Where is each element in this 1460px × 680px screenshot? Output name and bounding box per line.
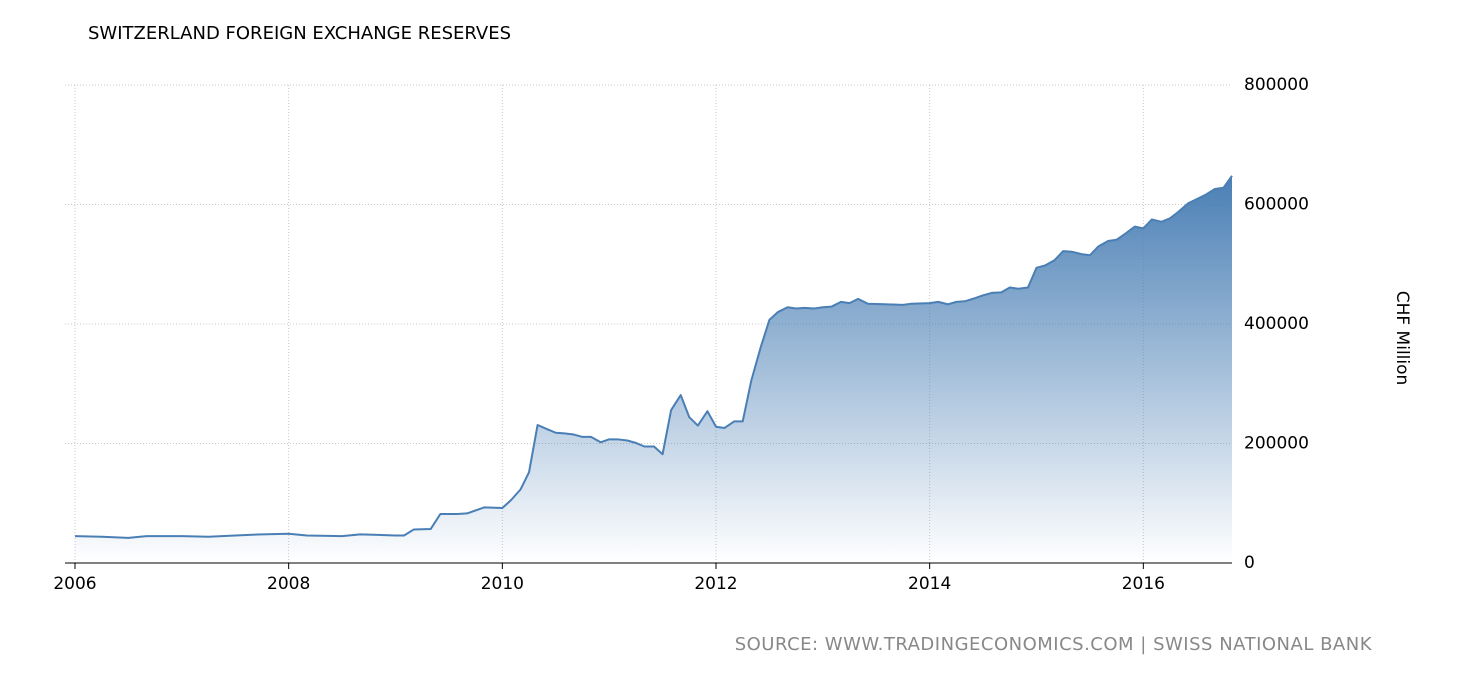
x-tick-label: 2010 <box>481 574 524 594</box>
y-tick-label: 200000 <box>1244 434 1309 454</box>
x-tick-label: 2014 <box>908 574 951 594</box>
area-line <box>74 175 1233 539</box>
area-fill <box>75 175 1232 563</box>
source-note: SOURCE: WWW.TRADINGECONOMICS.COM | SWISS… <box>735 634 1373 655</box>
x-tick-label: 2008 <box>267 574 310 594</box>
x-tick-label: 2006 <box>53 574 96 594</box>
x-tick-label: 2016 <box>1122 574 1165 594</box>
y-axis-label: CHF Million <box>1392 291 1412 386</box>
x-tick-label: 2012 <box>694 574 737 594</box>
y-tick-label: 600000 <box>1244 195 1309 215</box>
y-tick-label: 400000 <box>1244 314 1309 334</box>
chart-title: SWITZERLAND FOREIGN EXCHANGE RESERVES <box>88 23 511 44</box>
y-tick-label: 800000 <box>1244 75 1309 95</box>
y-tick-label: 0 <box>1244 553 1255 573</box>
